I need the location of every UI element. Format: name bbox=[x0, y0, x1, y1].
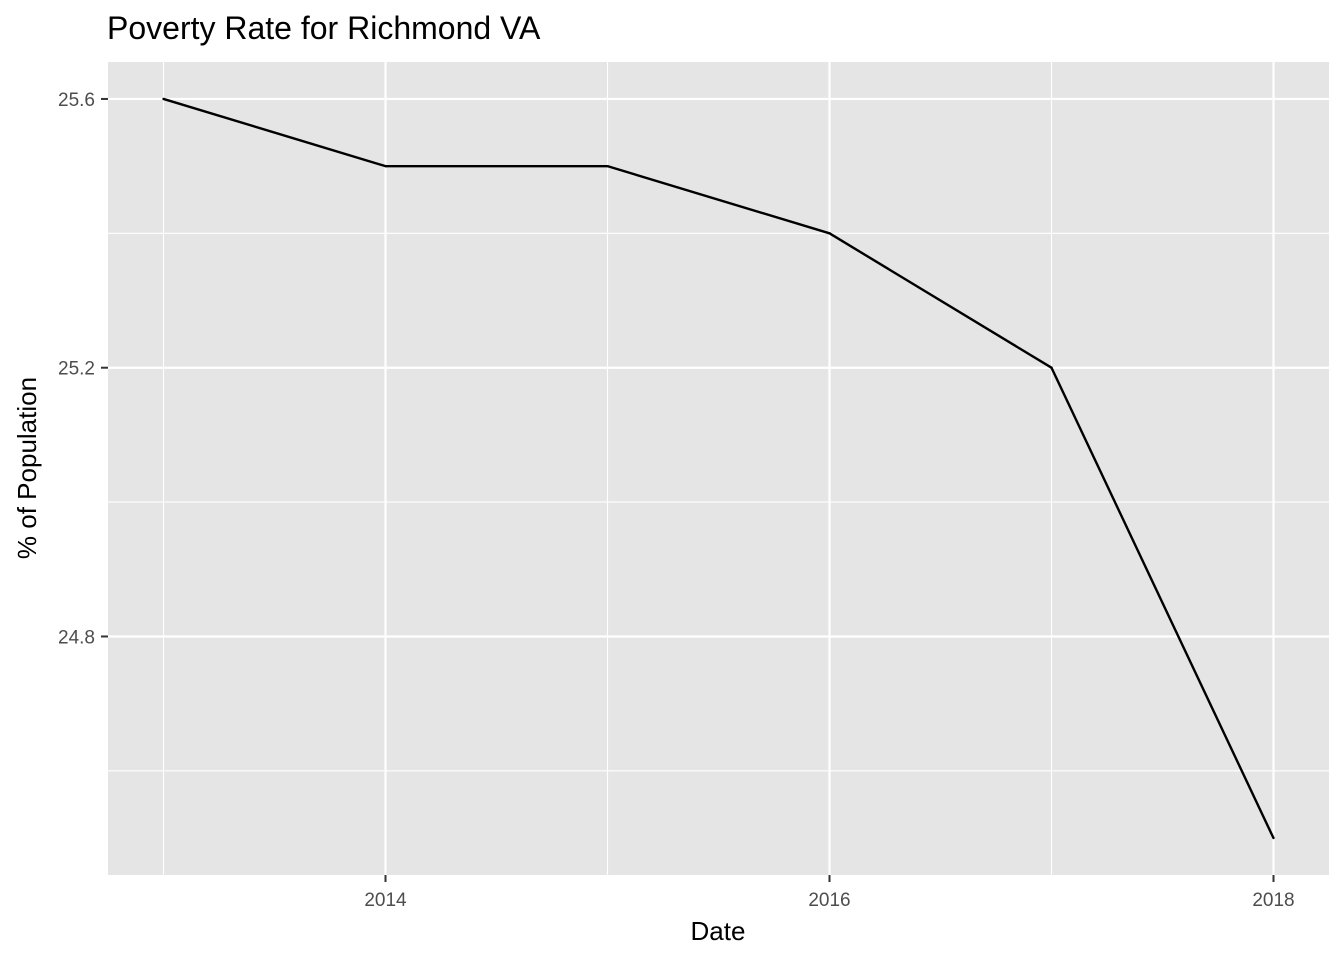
y-axis-title: % of Population bbox=[12, 377, 42, 559]
y-axis: 24.8 25.2 25.6 bbox=[58, 90, 108, 648]
data-point bbox=[606, 164, 609, 168]
x-tick-label: 2016 bbox=[808, 890, 850, 911]
chart-title: Poverty Rate for Richmond VA bbox=[107, 10, 541, 46]
data-point bbox=[384, 164, 387, 168]
data-point bbox=[162, 97, 165, 101]
x-axis-title: Date bbox=[691, 916, 746, 946]
series-line bbox=[163, 97, 1275, 839]
y-tick-label: 25.2 bbox=[58, 359, 95, 380]
y-tick-label: 25.6 bbox=[58, 90, 95, 111]
major-grid bbox=[108, 62, 1329, 875]
plot-panel bbox=[108, 62, 1329, 875]
x-tick-label: 2018 bbox=[1252, 890, 1294, 911]
x-axis: 2014 2016 2018 bbox=[364, 875, 1295, 911]
series-layer bbox=[162, 97, 1275, 840]
data-point bbox=[1050, 366, 1053, 369]
x-tick-label: 2014 bbox=[364, 890, 407, 911]
data-point bbox=[828, 232, 831, 235]
data-point bbox=[1272, 836, 1275, 840]
minor-grid bbox=[108, 62, 1329, 875]
y-tick-label: 24.8 bbox=[58, 627, 95, 648]
